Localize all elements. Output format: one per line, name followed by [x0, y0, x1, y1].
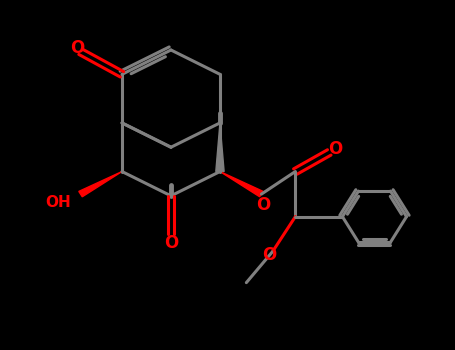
Text: O: O — [256, 196, 270, 213]
Text: O: O — [262, 246, 276, 264]
Text: OH: OH — [45, 195, 71, 210]
Text: O: O — [164, 234, 178, 252]
Polygon shape — [79, 172, 122, 197]
Polygon shape — [216, 123, 224, 172]
Text: O: O — [70, 39, 84, 57]
Text: O: O — [328, 140, 342, 158]
Polygon shape — [220, 172, 263, 197]
